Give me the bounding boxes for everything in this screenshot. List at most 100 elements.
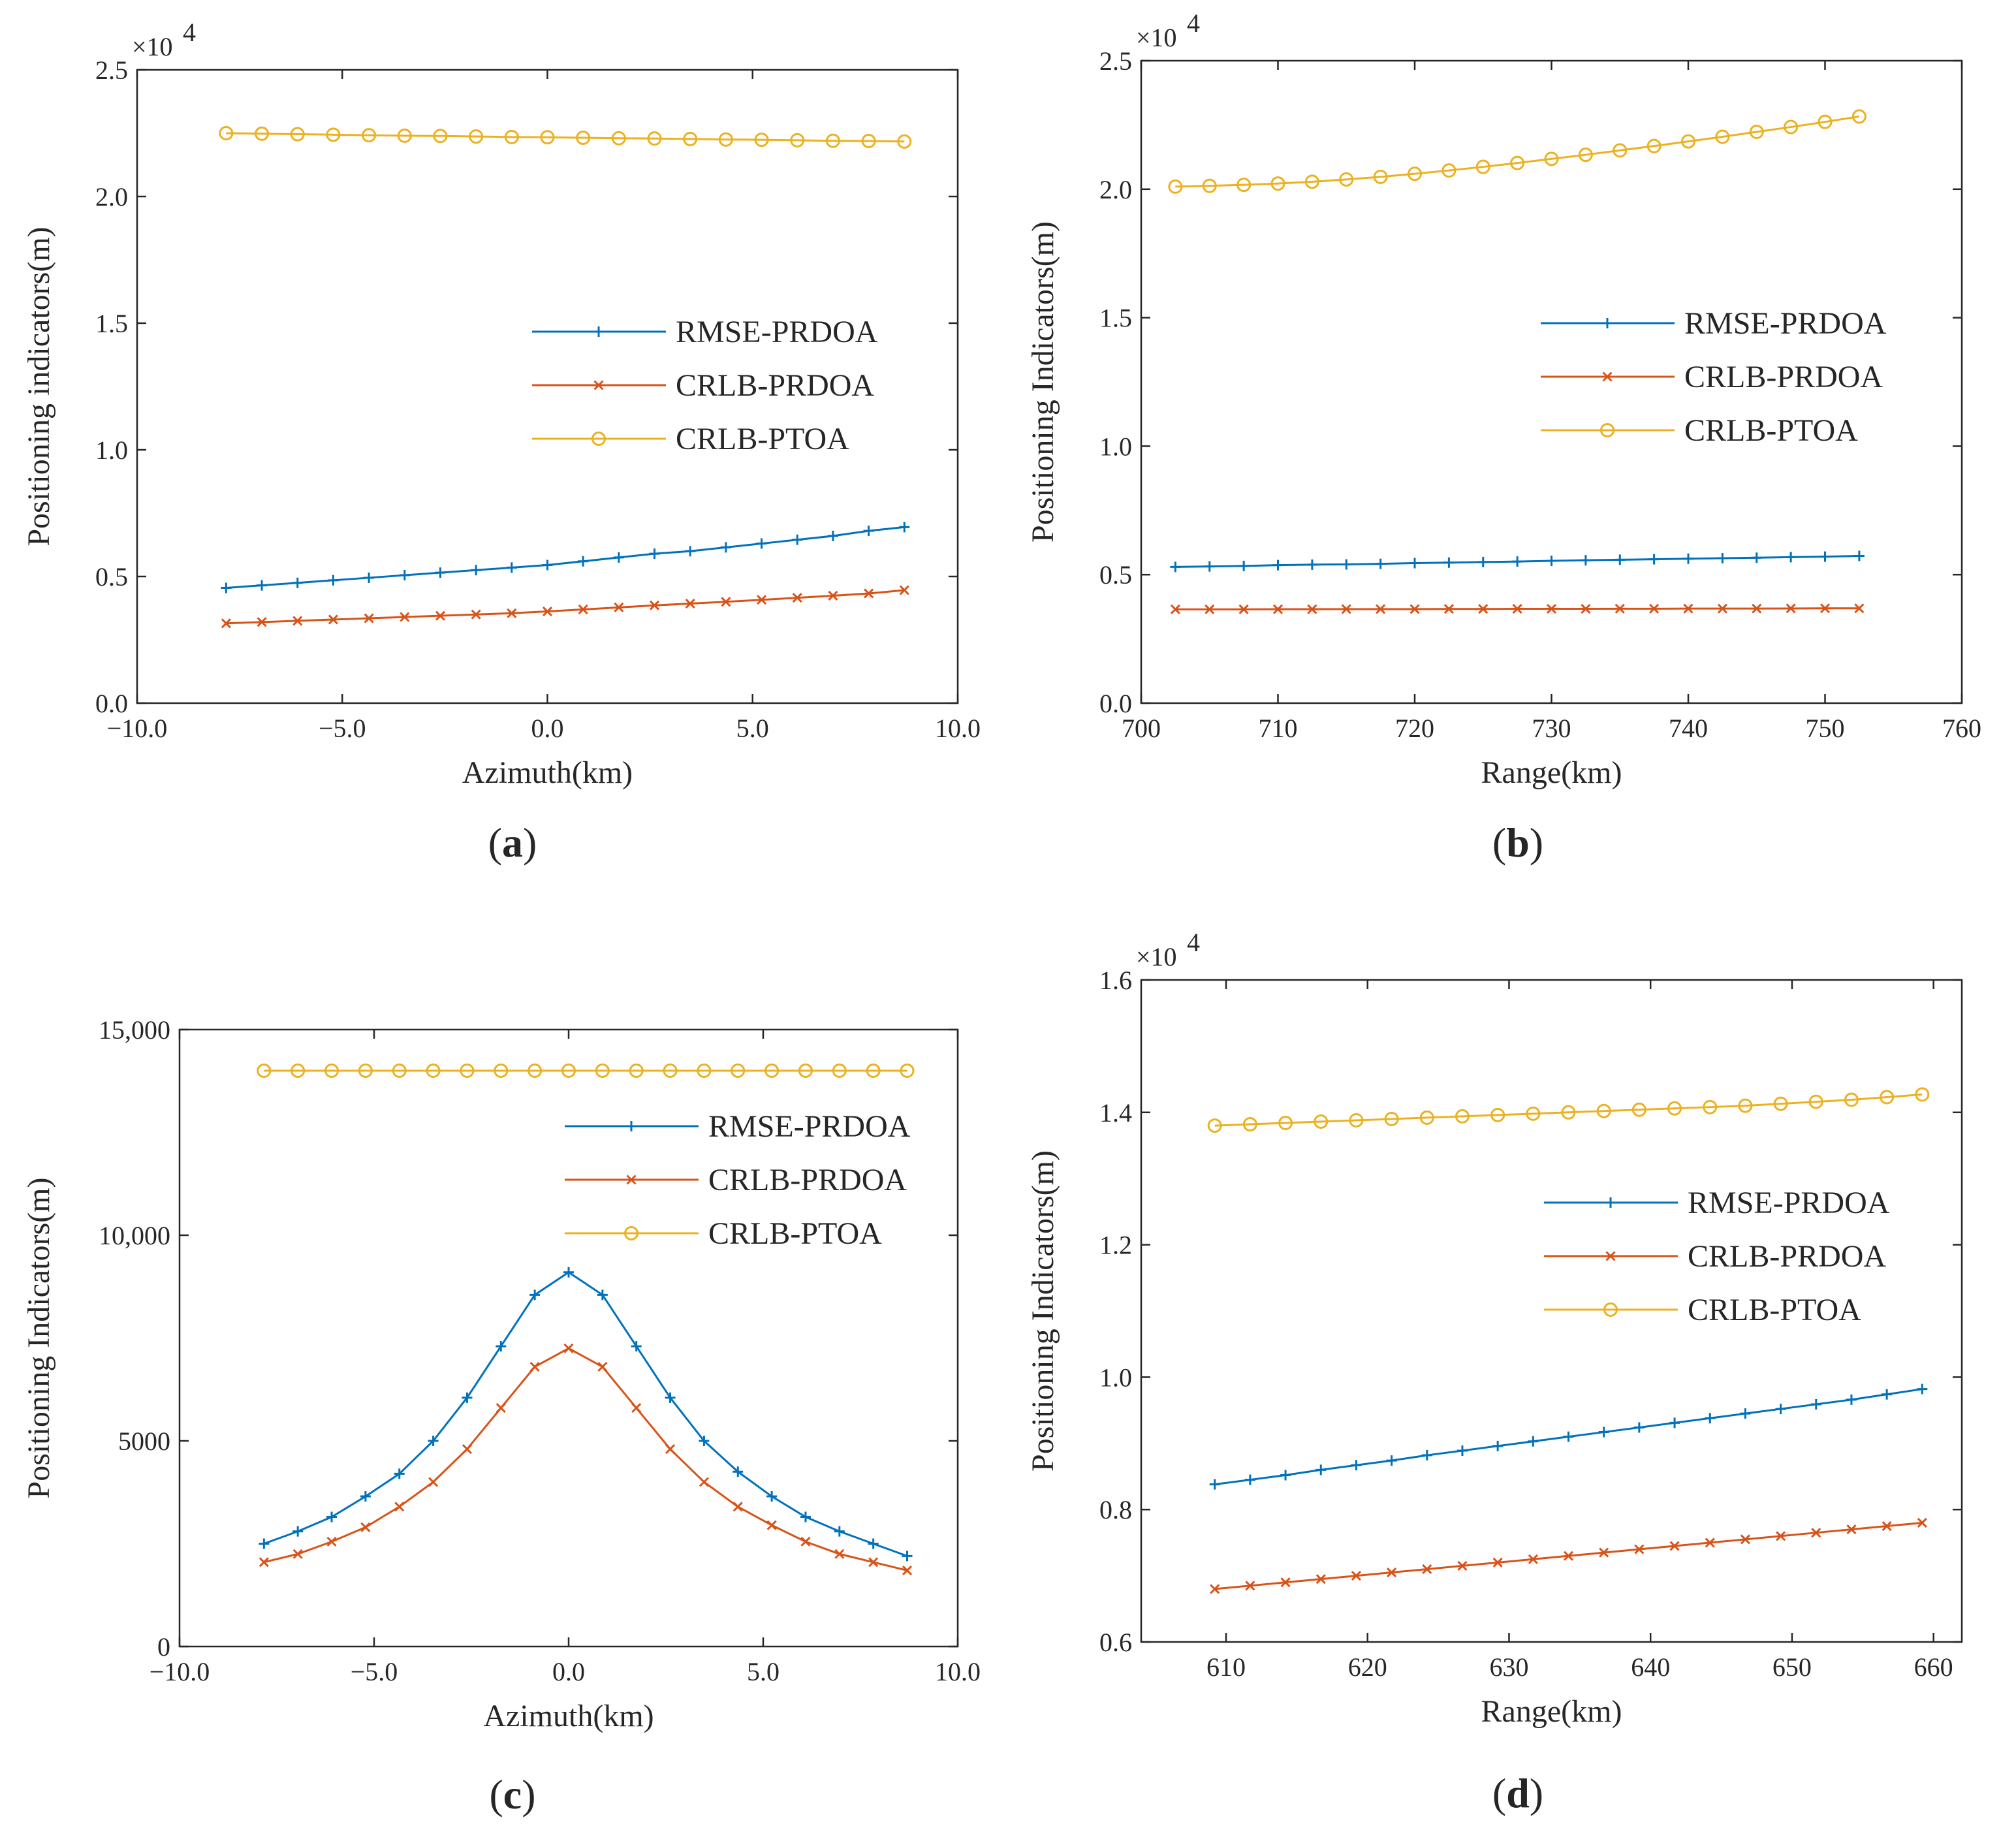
data-point (1703, 1099, 1718, 1114)
legend-marker (626, 1121, 637, 1131)
y-tick-label: 1.4 (1099, 1098, 1132, 1128)
data-point (1844, 1092, 1859, 1107)
data-point (631, 1403, 642, 1413)
data-point (1915, 1087, 1930, 1102)
y-axis-multiplier: ×10 (132, 32, 173, 61)
data-point (1410, 558, 1420, 569)
data-point (1581, 603, 1591, 614)
panel-label-letter: d (1506, 1770, 1530, 1816)
data-point (1210, 1584, 1220, 1594)
data-point (529, 1362, 540, 1372)
data-point (611, 131, 626, 146)
data-point (902, 1551, 913, 1562)
legend: RMSE-PRDOA CRLB-PRDOA CRLB-PTOA (1544, 1186, 1890, 1327)
data-point (1475, 159, 1490, 174)
data-point (1819, 603, 1831, 614)
data-point (1751, 552, 1762, 563)
series-line (1175, 115, 1860, 188)
panel-label-open: ( (489, 1771, 503, 1818)
y-axis-multiplier: ×10 (1136, 942, 1177, 971)
data-point (496, 1403, 506, 1413)
data-point (1917, 1517, 1927, 1528)
legend-label: CRLB-PRDOA (1688, 1239, 1886, 1274)
data-point (1683, 603, 1693, 614)
data-point (685, 598, 695, 609)
data-point (1681, 134, 1695, 149)
y-axis-label: Positioning indicators(m) (22, 227, 56, 546)
data-point (1563, 1551, 1574, 1561)
legend-marker (626, 1175, 637, 1185)
legend: RMSE-PRDOA CRLB-PRDOA CRLB-PTOA (1541, 306, 1887, 448)
data-point (219, 126, 234, 140)
data-point (1808, 1094, 1823, 1109)
data-point (1209, 1479, 1220, 1490)
data-point (1376, 604, 1386, 614)
chart-panel-a: −10.0 −5.0 0.0 5.0 10.0 0.0 0.5 1.0 1.5 2.0 2.5×10… (22, 18, 981, 866)
y-axis-multiplier-exponent: 4 (1187, 8, 1200, 38)
data-point (1598, 1427, 1609, 1438)
y-tick-label: 10,000 (99, 1221, 170, 1250)
data-point (1478, 604, 1488, 614)
data-point (542, 560, 553, 571)
data-point (529, 1289, 541, 1301)
legend-marker (593, 380, 604, 390)
series-line (1214, 1093, 1923, 1127)
panel-label-letter: b (1506, 819, 1530, 866)
y-tick-label: 15,000 (99, 1015, 170, 1045)
data-point (496, 1341, 507, 1352)
data-point (1443, 557, 1455, 568)
data-point (1596, 1103, 1611, 1118)
data-point (292, 1549, 303, 1559)
data-point (647, 131, 662, 146)
data-point (1349, 1112, 1364, 1128)
data-point (292, 1526, 304, 1537)
x-tick-label: −5.0 (351, 1657, 398, 1686)
data-point (1205, 604, 1215, 614)
y-tick-label: 1.0 (95, 435, 128, 465)
data-point (1614, 603, 1625, 614)
data-point (866, 1064, 881, 1078)
data-point (1419, 1110, 1434, 1125)
data-point (1599, 1547, 1609, 1558)
data-point (394, 1502, 405, 1512)
data-point (364, 613, 374, 623)
data-point (1631, 1102, 1646, 1117)
data-point (1168, 179, 1183, 194)
data-point (1528, 1436, 1539, 1447)
x-tick-label: 640 (1631, 1652, 1670, 1682)
data-point (578, 556, 589, 567)
data-point (1882, 1389, 1893, 1400)
data-point (1818, 114, 1833, 129)
data-point (428, 1477, 439, 1487)
data-point (631, 1341, 642, 1352)
series-crlb-ptoa (219, 126, 912, 149)
data-point (1441, 163, 1457, 178)
y-tick-label: 0.5 (95, 562, 128, 591)
data-point (326, 127, 341, 142)
data-point (1339, 172, 1354, 187)
data-point (766, 1491, 778, 1502)
data-point (697, 1064, 712, 1078)
series-rmse-prdoa (1209, 1383, 1928, 1490)
data-point (828, 590, 838, 601)
data-point (792, 593, 802, 603)
y-axis-label: Positioning Indicators(m) (1026, 1150, 1060, 1472)
data-point (1512, 603, 1522, 614)
data-point (1667, 1101, 1682, 1116)
panel-label: (a) (488, 819, 537, 866)
y-axis-multiplier-exponent: 4 (183, 18, 196, 47)
data-point (358, 1064, 373, 1078)
data-point (428, 1436, 439, 1446)
data-point (360, 1522, 371, 1532)
x-tick-label: 620 (1348, 1652, 1387, 1682)
panel-label-letter: a (502, 819, 523, 866)
data-point (1375, 558, 1386, 569)
data-point (800, 1511, 811, 1522)
panel-label-letter: c (503, 1771, 522, 1818)
data-point (328, 575, 339, 586)
data-point (665, 1392, 676, 1403)
data-point (1477, 556, 1488, 567)
data-point (1648, 554, 1660, 565)
data-point (324, 1064, 339, 1078)
